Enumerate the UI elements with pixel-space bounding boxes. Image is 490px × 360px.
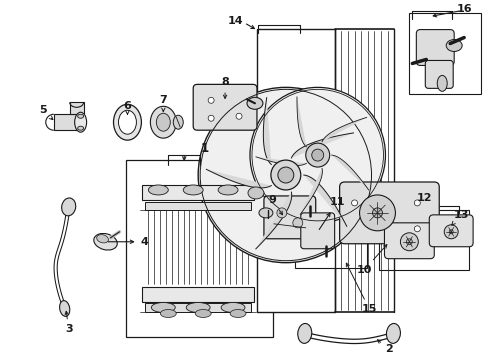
Circle shape (277, 208, 287, 218)
FancyBboxPatch shape (301, 213, 335, 249)
Bar (409, 13, 481, 94)
Polygon shape (263, 98, 271, 165)
Text: 6: 6 (123, 101, 131, 114)
Circle shape (306, 143, 330, 167)
Ellipse shape (119, 110, 136, 134)
FancyBboxPatch shape (340, 182, 439, 244)
Ellipse shape (446, 40, 462, 51)
Circle shape (208, 97, 214, 103)
Ellipse shape (160, 310, 176, 318)
Circle shape (352, 200, 358, 206)
Text: 7: 7 (159, 95, 167, 112)
FancyBboxPatch shape (264, 196, 316, 239)
FancyBboxPatch shape (429, 215, 473, 247)
Bar (146, 302, 251, 312)
Polygon shape (256, 157, 306, 166)
Circle shape (415, 226, 420, 232)
Text: 1: 1 (201, 141, 209, 155)
Circle shape (444, 225, 458, 239)
Circle shape (312, 149, 324, 161)
Ellipse shape (151, 302, 175, 312)
Polygon shape (304, 175, 347, 226)
Circle shape (415, 200, 420, 206)
Polygon shape (292, 133, 353, 158)
Circle shape (449, 230, 453, 234)
Ellipse shape (437, 75, 447, 91)
Polygon shape (322, 117, 367, 142)
Bar (379, 210, 469, 270)
Ellipse shape (77, 114, 84, 118)
Circle shape (250, 87, 386, 223)
Polygon shape (297, 97, 306, 147)
Circle shape (208, 115, 214, 121)
Text: 3: 3 (65, 311, 73, 334)
Text: 16: 16 (456, 4, 472, 14)
Ellipse shape (259, 208, 273, 218)
Polygon shape (332, 155, 368, 190)
Ellipse shape (114, 104, 142, 140)
Ellipse shape (387, 324, 400, 343)
Polygon shape (256, 192, 292, 249)
Ellipse shape (173, 115, 183, 129)
Ellipse shape (77, 126, 84, 130)
Circle shape (271, 160, 301, 190)
Ellipse shape (195, 310, 211, 318)
Ellipse shape (218, 185, 238, 195)
Circle shape (236, 113, 242, 119)
Ellipse shape (62, 198, 76, 216)
Bar (126, 160, 273, 337)
Ellipse shape (183, 185, 203, 195)
Ellipse shape (74, 112, 87, 132)
Text: 13: 13 (452, 210, 469, 225)
Text: 5: 5 (39, 105, 53, 120)
Bar (143, 185, 254, 200)
FancyBboxPatch shape (193, 84, 257, 130)
Text: 11: 11 (319, 197, 345, 229)
Text: 15: 15 (346, 263, 377, 315)
Ellipse shape (248, 187, 264, 199)
Ellipse shape (186, 302, 210, 312)
FancyBboxPatch shape (416, 30, 454, 66)
Text: 4: 4 (108, 237, 148, 247)
Polygon shape (300, 168, 322, 214)
Ellipse shape (150, 106, 176, 138)
Text: 14: 14 (227, 15, 243, 26)
Ellipse shape (247, 97, 263, 109)
Ellipse shape (156, 113, 171, 131)
Text: 12: 12 (416, 193, 432, 203)
Bar (143, 287, 254, 302)
Circle shape (400, 233, 418, 251)
Ellipse shape (230, 310, 246, 318)
Text: 2: 2 (377, 340, 393, 354)
Bar (54, 114, 82, 130)
Ellipse shape (148, 185, 168, 195)
Ellipse shape (60, 301, 70, 316)
FancyBboxPatch shape (385, 223, 434, 259)
Circle shape (278, 167, 294, 183)
Ellipse shape (221, 302, 245, 312)
Bar (295, 208, 367, 268)
Circle shape (406, 239, 413, 245)
Ellipse shape (97, 235, 108, 243)
Circle shape (360, 195, 395, 231)
FancyBboxPatch shape (425, 60, 453, 88)
Ellipse shape (94, 234, 117, 250)
Circle shape (198, 87, 373, 263)
Text: 8: 8 (221, 77, 229, 98)
Bar (146, 202, 251, 210)
Circle shape (293, 218, 303, 228)
Ellipse shape (298, 324, 312, 343)
Text: 10: 10 (357, 245, 387, 275)
Bar (70, 102, 84, 114)
Bar (257, 28, 335, 312)
Polygon shape (206, 169, 271, 188)
Circle shape (372, 208, 383, 218)
Text: 9: 9 (268, 195, 283, 215)
